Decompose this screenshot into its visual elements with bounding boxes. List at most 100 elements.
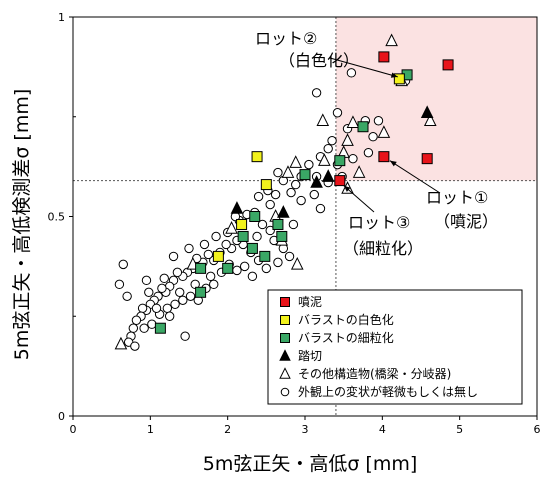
data-point-square [259,250,271,262]
data-point-circle-open [164,311,175,321]
data-point-triangle-open [290,256,304,270]
data-point-circle-open [221,239,231,250]
data-point-square [236,218,248,230]
data-point-circle-open [309,189,319,200]
data-point-circle-open [332,108,343,118]
data-point-triangle [420,105,434,118]
data-point-circle-open [199,239,210,250]
data-point-triangle [230,201,244,214]
data-point-circle-open [180,331,190,341]
data-point-circle-open [270,189,281,200]
data-point-circle-open [363,147,374,158]
data-point-triangle-open [281,165,295,178]
data-point-circle-open [168,251,179,262]
data-point-circle-open [131,315,142,325]
data-point-square [260,179,272,191]
data-point-circle-open [247,271,258,282]
data-point-circle-open [296,195,306,206]
data-point-triangle [321,169,335,182]
data-point-circle-open [114,279,125,290]
data-point-triangle-open [225,221,238,234]
data-point-square [334,175,346,187]
data-point-circle-open [257,219,268,230]
data-point-circle-open [151,303,162,313]
data-point-circle-open [137,303,148,313]
data-point-square [251,151,263,163]
data-point-circle-open [178,295,188,305]
legend-marker [279,367,291,379]
legend-marker [279,349,291,361]
data-point-circle-open [273,257,283,268]
annotation-lot1-detail: （噴泥） [434,212,498,231]
data-point-circle-open [203,249,214,260]
data-point-circle-open [265,199,275,210]
data-point-circle-open [346,68,357,78]
data-point-circle-open [239,261,250,272]
leader-arrowhead [389,160,397,167]
x-tick-label: 2 [224,423,231,436]
y-axis-title: 5m弦正矢・高低検測差σ [mm] [11,89,33,361]
legend-label: 踏切 [298,349,322,363]
data-point-circle-open [311,88,322,98]
leader-line [343,185,375,213]
data-point-circle-open [348,153,358,164]
data-point-triangle-open [316,113,330,126]
data-point-circle-open [323,143,333,154]
data-point-square [195,286,207,298]
legend-label: バラストの細粒化 [298,330,394,345]
data-point-circle-open [232,265,242,276]
data-point-square [421,153,433,165]
leader-line [329,57,398,78]
data-point-circle-open [291,179,301,190]
legend-label: 外観上の変状が軽微もしくは無し [298,384,478,399]
data-point-circle-open [286,187,296,198]
x-tick-label: 5 [456,423,463,436]
legend-marker [280,297,290,307]
data-point-circle-open [373,116,384,126]
data-point-square [378,51,390,63]
data-point-circle-open [252,231,262,242]
data-point-square [276,230,288,242]
x-tick-label: 6 [534,423,541,436]
data-point-square [334,155,346,167]
data-point-square [272,218,284,230]
data-point-circle-open [141,275,152,286]
data-point-circle-open [144,287,154,298]
data-point-circle-open [261,263,272,274]
data-point-circle-open [159,273,169,284]
data-point-square [357,121,369,133]
y-tick-label: 1 [58,11,65,24]
data-point-triangle-open [423,113,437,126]
data-points [114,33,454,351]
data-point-circle-open [128,323,139,333]
legend-label: バラストの白色化 [298,312,394,327]
data-point-circle-open [209,279,219,290]
data-point-circle-open [211,231,221,242]
x-tick-label: 4 [379,423,386,436]
x-axis-title: 5m弦正矢・高低σ [mm] [203,453,418,475]
axis-tick-labels: 0 1 2 3 4 5 6 0 0.5 1 [48,11,541,436]
data-point-square [442,59,454,71]
legend-box [267,289,523,405]
data-point-triangle [310,175,323,188]
data-point-square [246,242,258,254]
data-point-square [299,169,311,181]
annotations: ロット② （白色化） ロット① （噴泥） ロット③ （細粒化） [255,29,498,258]
data-point-square [237,230,249,242]
data-point-triangle [277,205,290,218]
y-tick-label: 0 [58,410,65,423]
annotation-lot2-title: ロット② [255,29,317,48]
data-point-triangle-open [114,336,128,350]
data-point-circle-open [184,243,194,254]
data-point-triangle-open [289,155,303,168]
x-tick-label: 3 [302,423,309,436]
legend-label: その他構造物(橋梁・分岐器) [298,366,451,381]
data-point-circle-open [157,283,167,294]
data-point-square [222,262,234,274]
data-point-triangle-open [377,125,391,138]
annotation-lot3-title: ロット③ [348,213,410,232]
data-point-square [393,73,405,85]
data-point-circle-open [122,291,132,301]
